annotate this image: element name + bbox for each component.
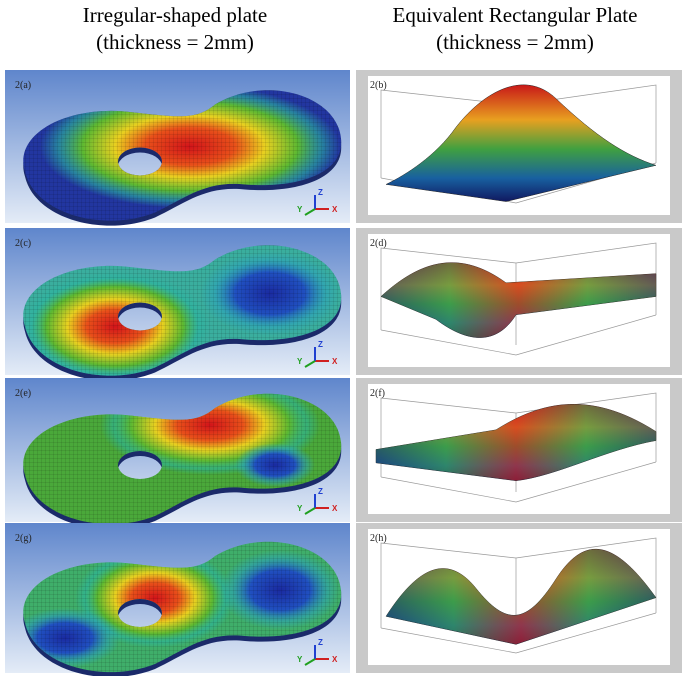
panel-label: 2(e) (15, 388, 31, 399)
triad-label: X (332, 655, 338, 664)
triad-axis (304, 208, 316, 216)
triad-label: Z (318, 340, 323, 349)
header-line: Equivalent Rectangular Plate (392, 3, 638, 27)
triad-label: Z (318, 638, 323, 647)
panel-label: 2(d) (370, 238, 387, 249)
panel-label: 2(g) (15, 533, 32, 544)
fea-panel: 2(c) XZ Y (5, 228, 350, 381)
header-line: Irregular-shaped plate (82, 3, 268, 27)
panel-label: 2(f) (370, 388, 385, 399)
fea-panel: 2(g) XZ Y (5, 523, 350, 676)
mode-surface (385, 84, 657, 202)
surface-panel: 2(h) (356, 523, 682, 673)
surface-panel: 2(f) (356, 378, 682, 522)
triad-label: Y (297, 205, 303, 214)
fea-panel: 2(a) XZ Y (5, 70, 350, 226)
fea-panel: 2(e) XZ Y (5, 378, 350, 530)
triad-label: X (332, 205, 338, 214)
column-header: Equivalent Rectangular Plate (thickness … (345, 2, 685, 56)
triad-axis (304, 658, 316, 666)
triad-label: Z (318, 188, 323, 197)
surface-shading (386, 549, 656, 645)
triad-label: Y (297, 655, 303, 664)
triad-label: Y (297, 504, 303, 513)
panel-label: 2(a) (15, 80, 31, 91)
surface (385, 549, 657, 645)
triad-label: X (332, 357, 338, 366)
panel-label: 2(c) (15, 238, 31, 249)
surface-panel: 2(d) (356, 228, 682, 375)
panel-label: 2(b) (370, 80, 387, 91)
triad-label: Y (297, 357, 303, 366)
header-line: (thickness = 2mm) (436, 30, 594, 54)
triad-axis (304, 507, 316, 515)
surface-panel: 2(b) (356, 70, 682, 223)
surface (375, 404, 657, 481)
surface (380, 262, 657, 338)
column-header: Irregular-shaped plate (thickness = 2mm) (5, 2, 345, 56)
surface-shading (376, 404, 656, 481)
surface-shading (381, 262, 656, 338)
header-line: (thickness = 2mm) (96, 30, 254, 54)
triad-label: X (332, 504, 338, 513)
panel-label: 2(h) (370, 533, 387, 544)
surface (385, 84, 657, 202)
triad-axis (304, 360, 316, 368)
triad-label: Z (318, 487, 323, 496)
